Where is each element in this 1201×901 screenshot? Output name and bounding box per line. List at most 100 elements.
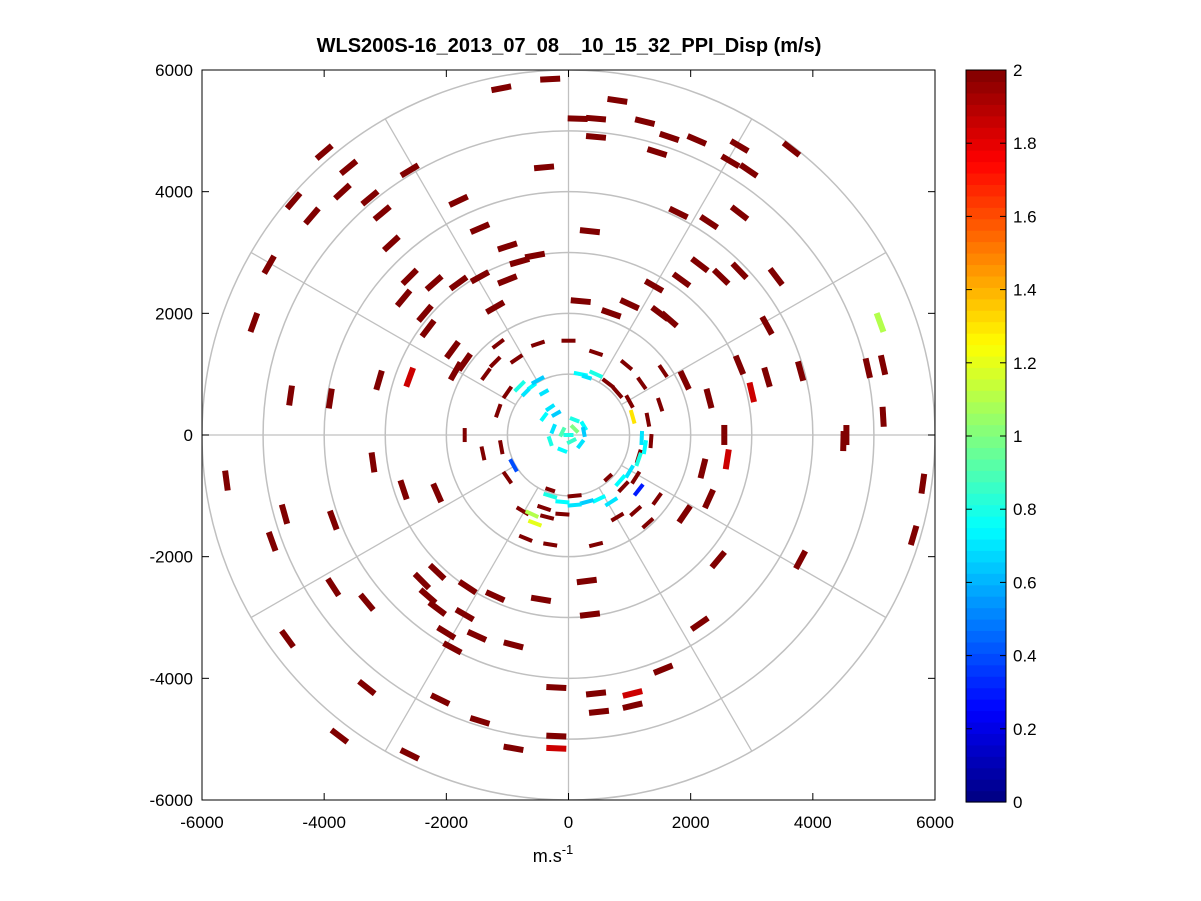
gate-137 [462,428,467,443]
colorbar-step [966,596,1006,609]
gate-28 [496,240,518,253]
colorbar-step [966,470,1006,483]
gate-199 [508,458,519,473]
gate-96 [576,576,598,586]
gate-105 [793,549,808,570]
colorbar-step [966,150,1006,163]
gate-180 [641,439,649,455]
gate-68 [430,482,444,504]
gate-155 [513,379,527,393]
spoke-150deg [598,487,753,752]
colorbar-step [966,333,1006,346]
gate-0 [490,83,512,94]
gate-37 [730,261,749,281]
gate-73 [358,592,376,612]
colorbar-tick-label: 0 [1013,793,1022,812]
gate-82 [442,640,463,656]
gate-93 [546,732,567,740]
gate-3 [567,115,588,122]
gate-81 [436,624,457,641]
y-tick-labels: 6000 4000 2000 0 -2000 -4000 -6000 [150,61,193,810]
gate-152 [498,439,505,455]
gate-8 [729,138,750,154]
colorbar-step [966,424,1006,437]
gate-110 [721,424,728,445]
gate-80 [484,589,506,604]
gate-126 [657,364,669,379]
gate-76 [418,587,438,606]
gate-139 [501,385,514,400]
gate-51 [416,303,434,323]
gate-186 [604,496,619,508]
gate-94 [546,744,567,752]
gate-10 [720,153,741,169]
colorbar-step [966,664,1006,677]
colorbar-step [966,756,1006,769]
gate-77 [427,600,448,617]
gate-50 [485,299,506,315]
colorbar-step [966,184,1006,197]
gate-101 [652,662,674,676]
gate-30 [524,250,546,261]
gate-45 [424,274,444,292]
gate-179 [639,430,645,446]
gate-131 [588,540,604,549]
x-tick-label: 4000 [794,813,832,832]
gate-42 [659,310,679,329]
y-tick-label: 2000 [155,304,193,323]
y-tick-label: -2000 [150,548,193,567]
gate-4 [585,114,607,123]
colorbar-step [966,195,1006,208]
gate-104 [709,550,727,570]
gate-185 [630,470,642,485]
gate-24 [303,206,321,226]
gate-161 [601,377,615,390]
gate-55 [444,339,461,360]
colorbar-step [966,401,1006,414]
gate-156 [530,375,546,386]
gate-58 [491,337,506,350]
gate-111 [703,388,715,409]
colorbar-step [966,390,1006,403]
gate-142 [561,338,576,343]
gate-87 [429,692,451,707]
spoke-300deg [250,251,516,406]
gate-14 [668,205,689,221]
gate-29 [509,256,531,268]
gate-132 [542,541,558,548]
x-tick-label: 0 [564,813,573,832]
gate-115 [795,360,807,382]
gate-144 [619,359,634,372]
colorbar-step [966,527,1006,540]
colorbar-step [966,70,1006,83]
gate-69 [278,503,291,525]
colorbar-step [966,287,1006,300]
colorbar-step [966,676,1006,689]
gate-150 [567,493,582,499]
colorbar-step [966,710,1006,723]
gate-6 [658,130,680,143]
gate-140 [509,353,524,365]
gate-22 [360,189,380,207]
colorbar-step [966,321,1006,334]
colorbar-step [966,298,1006,311]
gate-123 [907,524,920,546]
colorbar-step [966,264,1006,277]
gate-15 [533,163,555,172]
gate-163 [624,394,635,409]
colorbar-step [966,779,1006,792]
colorbar-step [966,115,1006,128]
gate-31 [579,227,601,236]
chart-title: WLS200S-16_2013_07_08__10_15_32_PPI_Disp… [317,35,822,57]
x-tick-label: -6000 [180,813,223,832]
gate-57 [456,352,473,372]
gate-116 [759,315,775,336]
gate-86 [357,678,377,697]
gate-118 [862,357,873,379]
gate-26 [400,267,419,287]
gate-12 [646,146,668,158]
gate-25 [381,234,401,253]
gate-13 [738,162,759,179]
gate-9 [781,140,802,158]
